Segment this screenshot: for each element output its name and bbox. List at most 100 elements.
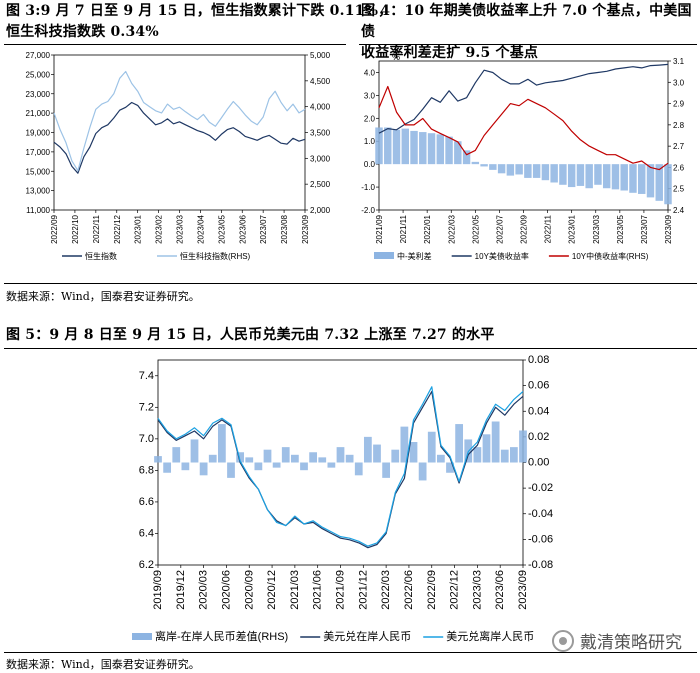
- chart2-area-bar: [559, 164, 567, 185]
- chart2-xtick-label: 2022/01: [423, 214, 432, 243]
- chart3-y2tick-label: 0.00: [528, 457, 549, 469]
- figure3-title: 图 3:9 月 7 日至 9 月 15 日，恒生指数累计下跌 0.11%， 恒生…: [6, 1, 392, 43]
- chart3-y2tick-label: -0.04: [528, 508, 553, 520]
- chart2-area-bar: [576, 164, 585, 186]
- chart1-xtick-label: 2023/01: [134, 214, 143, 243]
- chart2-area-bar: [532, 164, 541, 178]
- chart3-ytick-label: 6.6: [139, 496, 154, 508]
- chart3-xtick-label: 2021/06: [312, 570, 324, 610]
- chart3-xtick-label: 2023/06: [494, 570, 506, 610]
- chart2-yields: % -2.0 -1.0 0.0 1.0 2.0 3.0 4.0 2.4 2.5 2.6 2.7 2.8…: [361, 52, 685, 261]
- chart3-area-bar: [391, 449, 400, 463]
- chart3-area-bar: [482, 434, 491, 463]
- chart2-xtick-label: 2021/09: [375, 214, 384, 243]
- chart3-area-bar: [509, 447, 518, 463]
- figure3-title-line1: 图 3:9 月 7 日至 9 月 15 日，恒生指数累计下跌 0.11%，: [6, 3, 393, 19]
- watermark: 戴清策略研究: [552, 628, 682, 653]
- figure4-title: 图 4：10 年期美债收益率上升 7.0 个基点，中美国债 收益率利差走扩 9.…: [361, 1, 700, 64]
- chart1-ytick-label: 27,000: [26, 51, 51, 60]
- chart3-area-bar: [190, 439, 199, 463]
- chart3-area-bar: [227, 462, 235, 478]
- chart2-area-bar: [620, 164, 628, 191]
- chart1-ytick-label: 23,000: [26, 90, 51, 99]
- chart1-y2tick-label: 4,500: [310, 77, 331, 86]
- chart3-xtick-label: 2022/03: [380, 570, 392, 610]
- wechat-icon: [552, 629, 574, 652]
- chart2-legend-label-1: 10Y美债收益率: [475, 251, 529, 261]
- chart3-xtick-label: 2022/06: [403, 570, 415, 610]
- chart3-area-bar: [363, 436, 372, 463]
- chart3-legend-label-0: 离岸-在岸人民币差值(RHS): [155, 629, 288, 643]
- chart2-xtick-label: 2022/05: [471, 214, 480, 243]
- chart1-ytick-label: 15,000: [26, 167, 51, 176]
- chart1-ytick-label: 19,000: [26, 129, 51, 138]
- chart2-ytick-label: 0.0: [364, 160, 376, 169]
- chart3-y2tick-label: -0.08: [528, 559, 553, 571]
- chart3-ytick-label: 6.2: [139, 559, 154, 571]
- chart3-legend-label-2: 美元兑离岸人民币: [446, 629, 534, 643]
- chart3-y2tick-label: 0.06: [528, 380, 549, 392]
- chart1-xtick-label: 2022/10: [71, 214, 80, 243]
- chart2-area-bar: [655, 164, 663, 201]
- chart2-series-line-2: [378, 85, 669, 171]
- chart3-xtick-label: 2022/12: [449, 570, 461, 610]
- chart3-area-bar: [272, 462, 281, 468]
- chart2-area-bar: [524, 164, 532, 178]
- source-rule-bottom: [4, 652, 697, 653]
- chart3-area-bar: [208, 454, 217, 463]
- chart2-area-bar: [646, 164, 655, 198]
- chart2-area-bar: [489, 164, 497, 170]
- chart1-xtick-label: 2023/06: [238, 214, 247, 243]
- chart1-xtick-label: 2022/09: [50, 214, 59, 243]
- chart2-area-bar: [454, 141, 462, 165]
- chart2-y2tick-label: 2.8: [673, 121, 685, 130]
- chart2-y2tick-label: 3.0: [673, 78, 685, 87]
- chart3-area-bar: [263, 449, 272, 463]
- chart3-xtick-label: 2022/09: [426, 570, 438, 610]
- chart3-xtick-label: 2020/06: [220, 570, 232, 610]
- chart2-xtick-label: 2022/09: [520, 214, 529, 243]
- chart2-area-bar: [384, 127, 392, 165]
- chart1-xtick-label: 2023/03: [176, 214, 185, 243]
- chart3-xtick-label: 2019/12: [175, 570, 187, 610]
- chart1-ytick-label: 11,000: [26, 206, 50, 215]
- chart1-series-line-0: [53, 101, 306, 174]
- chart1-y2tick-label: 2,000: [310, 206, 331, 215]
- chart1-plot-frame: [53, 54, 306, 211]
- chart3-y2tick-label: 0.08: [528, 354, 549, 366]
- chart3-xtick-label: 2020/12: [266, 570, 278, 610]
- chart1-series-line-1: [53, 70, 306, 172]
- chart3-area-bar: [354, 462, 363, 476]
- chart1-xtick-label: 2022/11: [92, 214, 101, 243]
- chart3-xtick-label: 2021/09: [335, 570, 347, 610]
- chart3-area-bar: [400, 426, 409, 463]
- chart3-area-bar: [373, 444, 381, 463]
- chart2-area-bar: [480, 164, 488, 167]
- chart2-xtick-label: 2023/01: [568, 214, 577, 243]
- chart1-xtick-label: 2023/04: [196, 214, 205, 243]
- chart1-y2tick-label: 2,500: [310, 180, 331, 189]
- chart3-area-bar: [309, 452, 318, 463]
- chart1-y2tick-label: 3,000: [310, 154, 331, 163]
- chart2-area-bar: [515, 164, 523, 175]
- chart1-xtick-label: 2023/05: [217, 214, 226, 243]
- chart2-xtick-label: 2023/07: [640, 214, 649, 243]
- figure4-title-rule: [359, 44, 697, 45]
- chart3-xtick-label: 2023/09: [517, 570, 529, 610]
- chart2-area-bar: [629, 164, 637, 193]
- chart1-y2tick-label: 5,000: [310, 51, 331, 60]
- chart2-xtick-label: 2023/03: [592, 214, 601, 243]
- chart1-ytick-label: 13,000: [26, 187, 51, 196]
- chart2-area-bar: [506, 164, 515, 176]
- chart2-area-bar: [594, 164, 602, 185]
- chart2-area-bar: [497, 164, 506, 174]
- chart3-rmb: 6.2 6.4 6.6 6.8 7.0 7.2 7.4 -0.08 -0.06 -0.04 -0.0…: [132, 354, 553, 643]
- chart3-ytick-label: 6.8: [139, 464, 154, 476]
- chart3-area-bar: [281, 447, 290, 463]
- chart3-y2tick-label: 0.04: [528, 405, 549, 417]
- chart2-area-bar: [401, 128, 409, 165]
- chart3-y2tick-label: 0.02: [528, 431, 549, 443]
- chart1-xtick-label: 2023/09: [301, 214, 310, 243]
- chart2-ytick-label: 3.0: [364, 91, 376, 100]
- chart2-area-bar: [375, 127, 383, 165]
